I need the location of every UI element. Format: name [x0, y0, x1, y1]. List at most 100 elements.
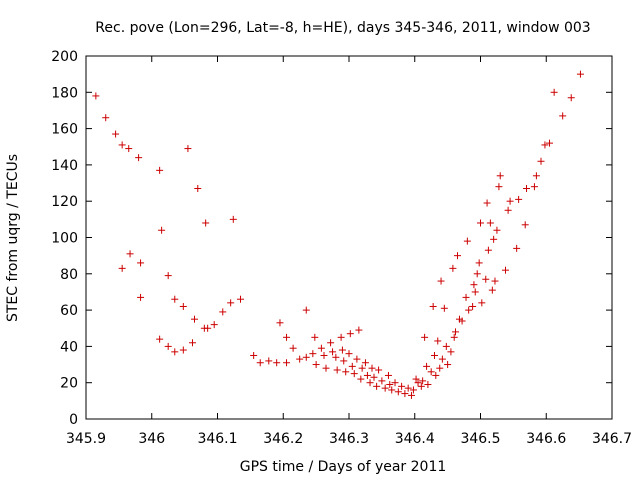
- data-point: [156, 335, 164, 343]
- data-point: [194, 184, 202, 192]
- data-point: [342, 368, 350, 376]
- data-point: [495, 183, 503, 191]
- data-point: [486, 219, 494, 227]
- y-tick-label: 200: [51, 49, 78, 65]
- data-point: [346, 330, 354, 338]
- data-point: [462, 293, 470, 301]
- data-point: [329, 348, 337, 356]
- data-point: [289, 344, 297, 352]
- y-tick-label: 0: [69, 412, 78, 428]
- x-axis-label: GPS time / Days of year 2011: [240, 459, 447, 475]
- data-point: [348, 362, 356, 370]
- data-point: [438, 355, 446, 363]
- data-point: [370, 373, 378, 381]
- data-point: [423, 362, 431, 370]
- data-point: [312, 361, 320, 369]
- data-point: [118, 141, 126, 149]
- data-point: [366, 379, 374, 387]
- data-point: [158, 226, 166, 234]
- data-point: [237, 295, 245, 303]
- data-point: [452, 328, 460, 336]
- data-point: [156, 166, 164, 174]
- data-point: [340, 357, 348, 365]
- data-point: [273, 359, 281, 367]
- data-point: [386, 381, 394, 389]
- data-point: [478, 299, 486, 307]
- data-point: [332, 353, 340, 361]
- data-point: [179, 346, 187, 354]
- data-point: [276, 319, 284, 327]
- y-tick-label: 20: [60, 376, 78, 392]
- data-point: [409, 386, 417, 394]
- data-point: [541, 141, 549, 149]
- data-point: [550, 88, 558, 96]
- data-point: [373, 382, 381, 390]
- data-point: [469, 302, 477, 310]
- x-tick-label: 346.6: [526, 431, 566, 447]
- data-point: [463, 237, 471, 245]
- data-point: [375, 366, 383, 374]
- data-point: [484, 246, 492, 254]
- data-point: [398, 382, 406, 390]
- data-point: [112, 130, 120, 138]
- x-tick-label: 346.2: [263, 431, 303, 447]
- data-point: [118, 264, 126, 272]
- data-point: [546, 139, 554, 147]
- data-point: [421, 333, 429, 341]
- data-point: [537, 157, 545, 165]
- data-point: [190, 315, 198, 323]
- data-point: [227, 299, 235, 307]
- y-tick-label: 100: [51, 231, 78, 247]
- data-point: [412, 375, 420, 383]
- data-point: [444, 361, 452, 369]
- data-point: [283, 359, 291, 367]
- x-tick-label: 346: [138, 431, 165, 447]
- data-point: [345, 350, 353, 358]
- data-point: [358, 364, 366, 372]
- data-point: [322, 364, 330, 372]
- data-point: [521, 221, 529, 229]
- data-point: [523, 184, 531, 192]
- data-points: [92, 70, 584, 399]
- data-point: [137, 293, 145, 301]
- data-point: [384, 371, 392, 379]
- data-point: [475, 259, 483, 267]
- data-point: [430, 351, 438, 359]
- y-axis-label: STEC from uqrg / TECUs: [5, 154, 21, 322]
- data-point: [458, 317, 466, 325]
- data-point: [327, 339, 335, 347]
- data-point: [296, 355, 304, 363]
- data-point: [504, 206, 512, 214]
- data-point: [488, 286, 496, 294]
- data-point: [447, 348, 455, 356]
- data-point: [320, 351, 328, 359]
- data-point: [333, 366, 341, 374]
- data-point: [256, 359, 264, 367]
- y-axis: 0 20 40 60 80 100 120 140 160 180 200: [51, 49, 612, 428]
- x-tick-label: 345.9: [66, 431, 106, 447]
- data-point: [363, 371, 371, 379]
- data-point: [189, 339, 197, 347]
- data-point: [171, 295, 179, 303]
- data-point: [381, 384, 389, 392]
- data-point: [171, 348, 179, 356]
- data-point: [302, 353, 310, 361]
- data-point: [407, 391, 415, 399]
- data-point: [378, 377, 386, 385]
- data-point: [311, 333, 319, 341]
- x-tick-label: 346.3: [329, 431, 369, 447]
- data-point: [429, 302, 437, 310]
- data-point: [442, 342, 450, 350]
- data-point: [417, 382, 425, 390]
- data-point: [357, 375, 365, 383]
- x-axis: 345.9 346 346.1 346.2 346.3 346.4 346.5 346.6 34…: [66, 56, 632, 447]
- data-point: [219, 308, 227, 316]
- data-point: [471, 288, 479, 296]
- x-tick-label: 346.4: [395, 431, 435, 447]
- data-point: [419, 377, 427, 385]
- x-tick-label: 346.7: [592, 431, 632, 447]
- data-point: [179, 302, 187, 310]
- x-tick-label: 346.5: [460, 431, 500, 447]
- y-tick-label: 180: [51, 85, 78, 101]
